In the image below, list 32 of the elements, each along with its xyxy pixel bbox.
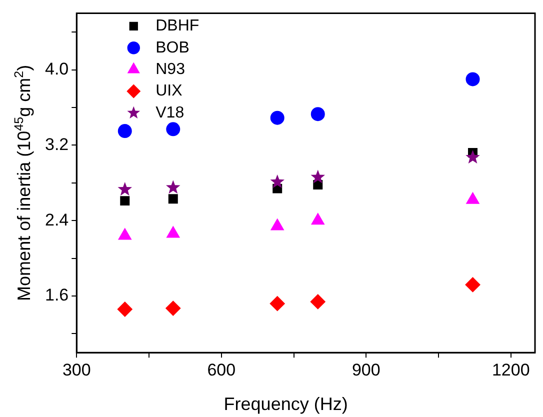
y-tick-label: 1.6 <box>44 286 69 305</box>
point <box>310 294 326 310</box>
point <box>166 300 181 316</box>
legend-label: UIX <box>156 82 183 100</box>
legend-label: N93 <box>156 61 186 78</box>
x-tick-label: 600 <box>207 360 236 380</box>
x-axis-title: Frequency (Hz) <box>224 394 348 414</box>
point <box>118 124 132 138</box>
x-tick-label: 300 <box>62 360 91 380</box>
point <box>168 194 178 204</box>
point <box>310 170 326 184</box>
point <box>166 122 180 136</box>
point <box>270 110 284 125</box>
point <box>166 180 180 194</box>
legend-label: V18 <box>156 104 184 122</box>
legend-label: DBHF <box>156 18 200 35</box>
point <box>117 302 132 317</box>
point <box>466 72 480 86</box>
y-tick-label: 4.0 <box>44 59 69 78</box>
y-tick-label: 3.2 <box>44 134 69 154</box>
y-tick-label: 2.4 <box>44 210 69 230</box>
point <box>465 277 480 292</box>
point <box>466 150 480 164</box>
x-tick-label: 900 <box>352 360 380 380</box>
point <box>120 196 130 206</box>
point <box>270 174 284 188</box>
point <box>118 182 132 196</box>
legend-label: BOB <box>156 39 190 56</box>
point <box>310 107 325 122</box>
point <box>270 296 285 312</box>
y-axis-title: Moment of inertia (1045g cm2) <box>12 64 34 301</box>
x-tick-label: 1200 <box>492 360 530 380</box>
